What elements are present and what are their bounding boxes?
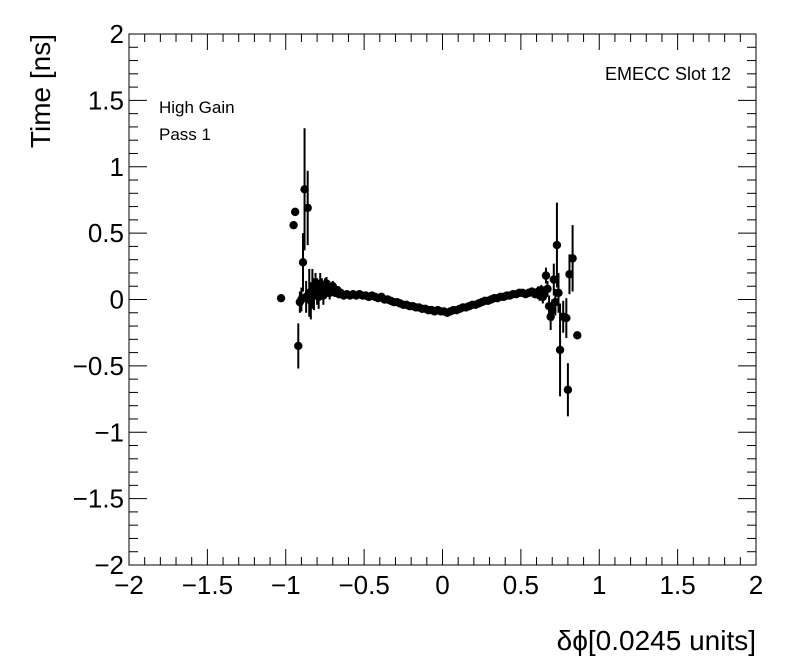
y-tick-label: 0 [110, 285, 124, 315]
x-axis-title: δϕ[0.0245 units] [557, 625, 756, 656]
x-tick-labels: −2 −1.5 −1 −0.5 0 0.5 1 1.5 2 [114, 570, 763, 600]
data-point [303, 203, 312, 213]
data-point [555, 345, 565, 355]
annotation-pass: Pass 1 [159, 125, 211, 144]
data-point [554, 288, 563, 298]
x-tick-label: −0.5 [338, 570, 389, 600]
data-point [543, 284, 552, 294]
y-tick-label: 2 [110, 19, 124, 49]
data-point [298, 258, 308, 267]
data-point [549, 275, 558, 284]
y-tick-label: 0.5 [88, 218, 124, 248]
data-point [551, 297, 560, 307]
data-point [552, 240, 562, 250]
data-point [568, 254, 577, 263]
x-tick-label: −2 [114, 570, 144, 600]
y-tick-label: 1.5 [88, 85, 124, 115]
x-tick-label: 1.5 [660, 570, 696, 600]
data-point [573, 331, 582, 340]
annotation-high-gain: High Gain [159, 98, 235, 117]
y-tick-labels: −2 −1.5 −1 −0.5 0 0.5 1 1.5 2 [73, 19, 124, 580]
data-point [562, 313, 571, 323]
data-points [276, 185, 582, 394]
data-point [541, 271, 551, 280]
x-tick-label: 2 [749, 570, 763, 600]
data-point [294, 341, 303, 351]
y-tick-label: −2 [94, 550, 124, 580]
data-point [289, 220, 298, 230]
x-tick-label: −1.5 [182, 570, 233, 600]
data-point [565, 270, 574, 279]
data-point [546, 312, 555, 321]
y-tick-label: −1 [94, 417, 124, 447]
x-tick-label: 0 [435, 570, 449, 600]
annotation-slot: EMECC Slot 12 [605, 64, 731, 84]
y-tick-label: −1.5 [73, 484, 124, 514]
data-point [300, 185, 309, 194]
x-tick-label: −1 [271, 570, 301, 600]
y-tick-label: −0.5 [73, 351, 124, 381]
y-tick-label: 1 [110, 152, 124, 182]
plot-frame [128, 33, 757, 566]
y-axis-title: Time [ns] [25, 34, 56, 148]
data-point [563, 385, 573, 394]
x-tick-label: 0.5 [503, 570, 539, 600]
data-point [276, 293, 286, 303]
data-point [548, 305, 557, 315]
data-point [290, 207, 300, 217]
data-point [306, 296, 316, 306]
x-tick-label: 1 [592, 570, 606, 600]
